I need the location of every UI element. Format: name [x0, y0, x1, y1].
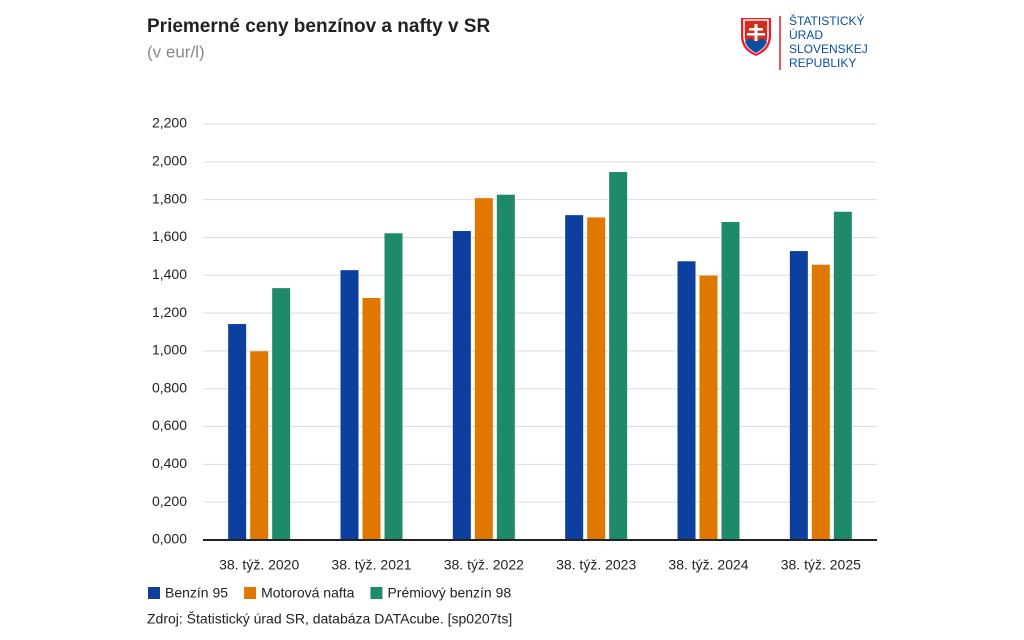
y-tick-label: 0,200 [152, 493, 187, 509]
bar [272, 288, 291, 540]
bar [565, 215, 584, 540]
bar [228, 324, 247, 540]
x-tick-label: 38. týž. 2022 [444, 557, 524, 573]
x-tick-label: 38. týž. 2024 [668, 557, 748, 573]
legend-label: Benzín 95 [165, 585, 228, 601]
legend-label: Prémiový benzín 98 [387, 585, 511, 601]
bar [699, 275, 718, 540]
logo-text: REPUBLIKY [789, 56, 856, 70]
bar [833, 211, 852, 541]
logo-text: ÚRAD [789, 27, 823, 42]
y-tick-label: 2,000 [152, 153, 187, 169]
logo-cross [747, 24, 765, 41]
y-tick-label: 0,800 [152, 379, 187, 395]
bar [384, 233, 403, 540]
bar [474, 198, 493, 540]
legend-swatch [244, 587, 257, 599]
bar [721, 221, 740, 540]
logo-text: ŠTATISTICKÝ [789, 13, 865, 28]
y-tick-label: 1,400 [152, 266, 187, 282]
bar [452, 231, 471, 540]
y-tick-label: 1,000 [152, 342, 187, 358]
bar [496, 194, 515, 540]
y-tick-label: 1,200 [152, 304, 187, 320]
bar [250, 351, 269, 540]
y-tick-label: 2,200 [152, 115, 187, 131]
bar [789, 251, 808, 540]
x-tick-label: 38. týž. 2020 [219, 557, 299, 573]
legend-swatch [148, 587, 160, 599]
y-tick-label: 1,600 [152, 228, 187, 244]
bar [340, 270, 359, 540]
chart-title: Priemerné ceny benzínov a nafty v SR [147, 16, 490, 37]
legend-swatch [370, 587, 383, 599]
source: Zdroj: Štatistický úrad SR, databáza DAT… [147, 611, 512, 627]
logo: ŠTATISTICKÝ ÚRAD SLOVENSKEJ REPUBLIKY [741, 13, 868, 70]
y-tick-label: 1,800 [152, 190, 187, 206]
x-tick-label: 38. týž. 2025 [781, 557, 861, 573]
bar [362, 297, 381, 540]
y-tick-label: 0,400 [152, 455, 187, 471]
logo-hills [745, 39, 767, 53]
x-tick-label: 38. týž. 2021 [331, 557, 411, 573]
y-tick-label: 0,000 [152, 531, 187, 547]
legend-label: Motorová nafta [261, 585, 355, 601]
y-tick-label: 0,600 [152, 417, 187, 433]
chart-subtitle: (v eur/l) [147, 42, 205, 61]
bar [587, 217, 606, 541]
bar [609, 172, 628, 540]
bar [811, 264, 830, 540]
bar [677, 261, 696, 540]
logo-text: SLOVENSKEJ [789, 42, 868, 56]
x-tick-label: 38. týž. 2023 [556, 557, 636, 573]
